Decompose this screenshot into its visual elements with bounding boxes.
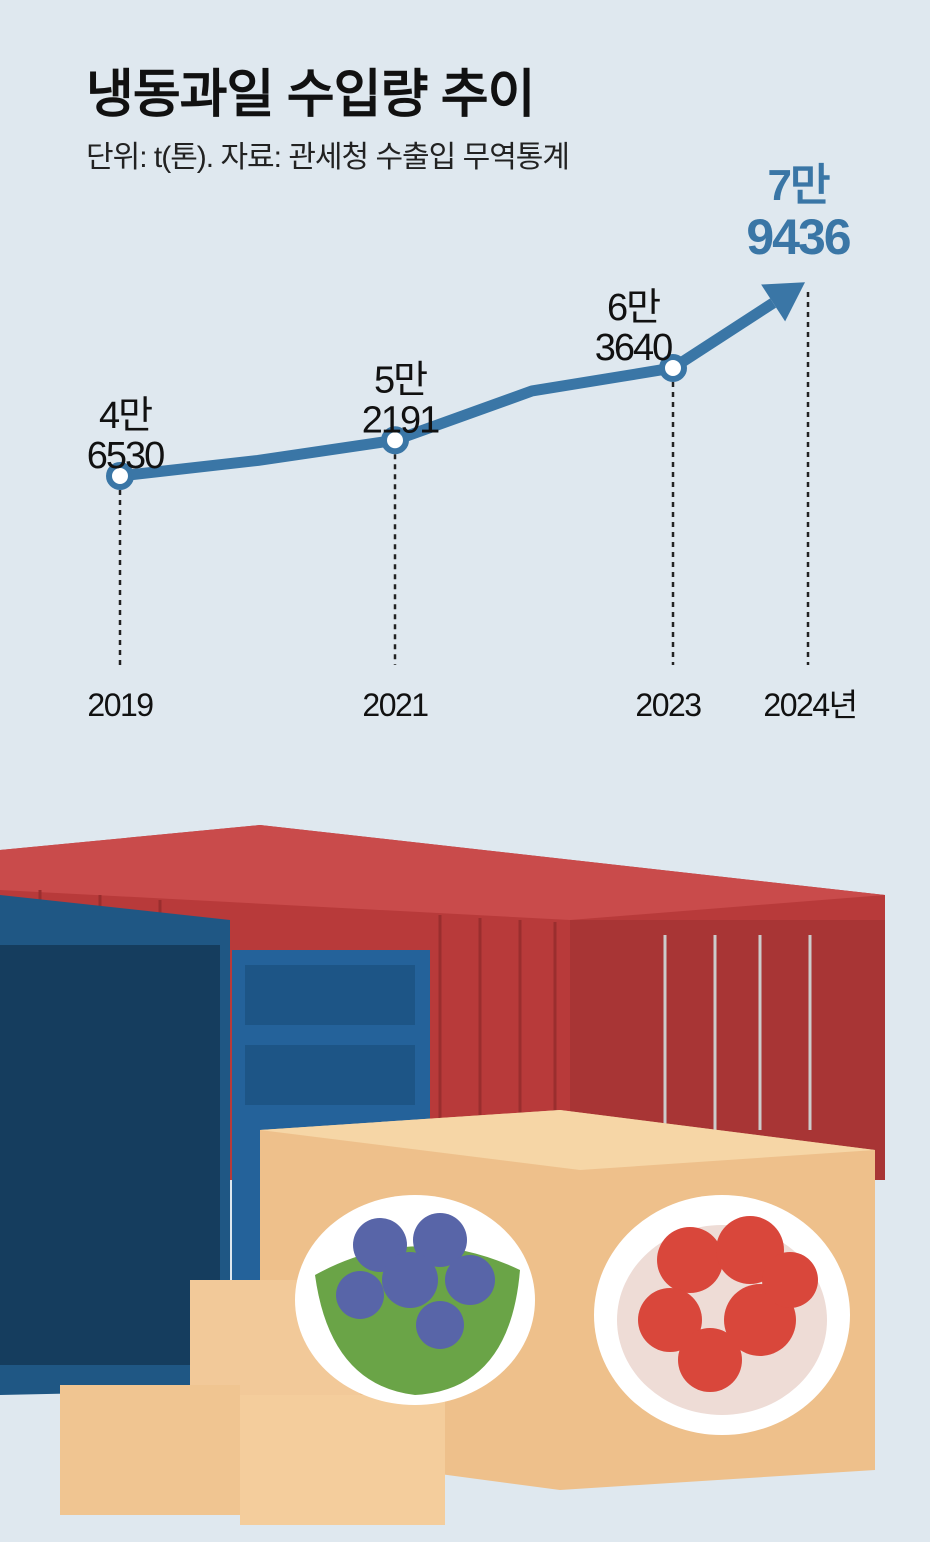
data-point-2019 xyxy=(106,462,134,490)
chart-subtitle: 단위: t(톤). 자료: 관세청 수출입 무역통계 xyxy=(86,141,570,174)
data-label-top-2024: 7만 xyxy=(768,161,830,210)
data-point-2023 xyxy=(659,353,687,382)
chart-title: 냉동과일 수입량 추이 xyxy=(86,66,535,124)
data-point-2021 xyxy=(381,426,409,455)
x-tick-label: 2021 xyxy=(362,687,428,723)
data-label-bottom-2023: 3640 xyxy=(595,327,672,369)
series-arrowhead xyxy=(761,282,805,322)
x-tick-label: 2024년 xyxy=(763,687,856,723)
data-label-top-2019: 4만 xyxy=(99,395,152,437)
strawberry-bowl xyxy=(594,1195,850,1435)
data-label-top-2023: 6만 xyxy=(607,287,660,329)
data-label-bottom-2019: 6530 xyxy=(87,435,164,477)
data-label-bottom-2021: 2191 xyxy=(362,399,439,441)
data-label-top-2021: 5만 xyxy=(374,359,427,401)
x-tick-label: 2023 xyxy=(635,687,701,723)
data-label-bottom-2024: 9436 xyxy=(746,209,849,265)
container-illustration xyxy=(0,825,885,1525)
series-arrow-shaft xyxy=(670,298,777,373)
x-tick-label: 2019 xyxy=(87,687,153,723)
blueberry-bowl xyxy=(295,1195,535,1405)
